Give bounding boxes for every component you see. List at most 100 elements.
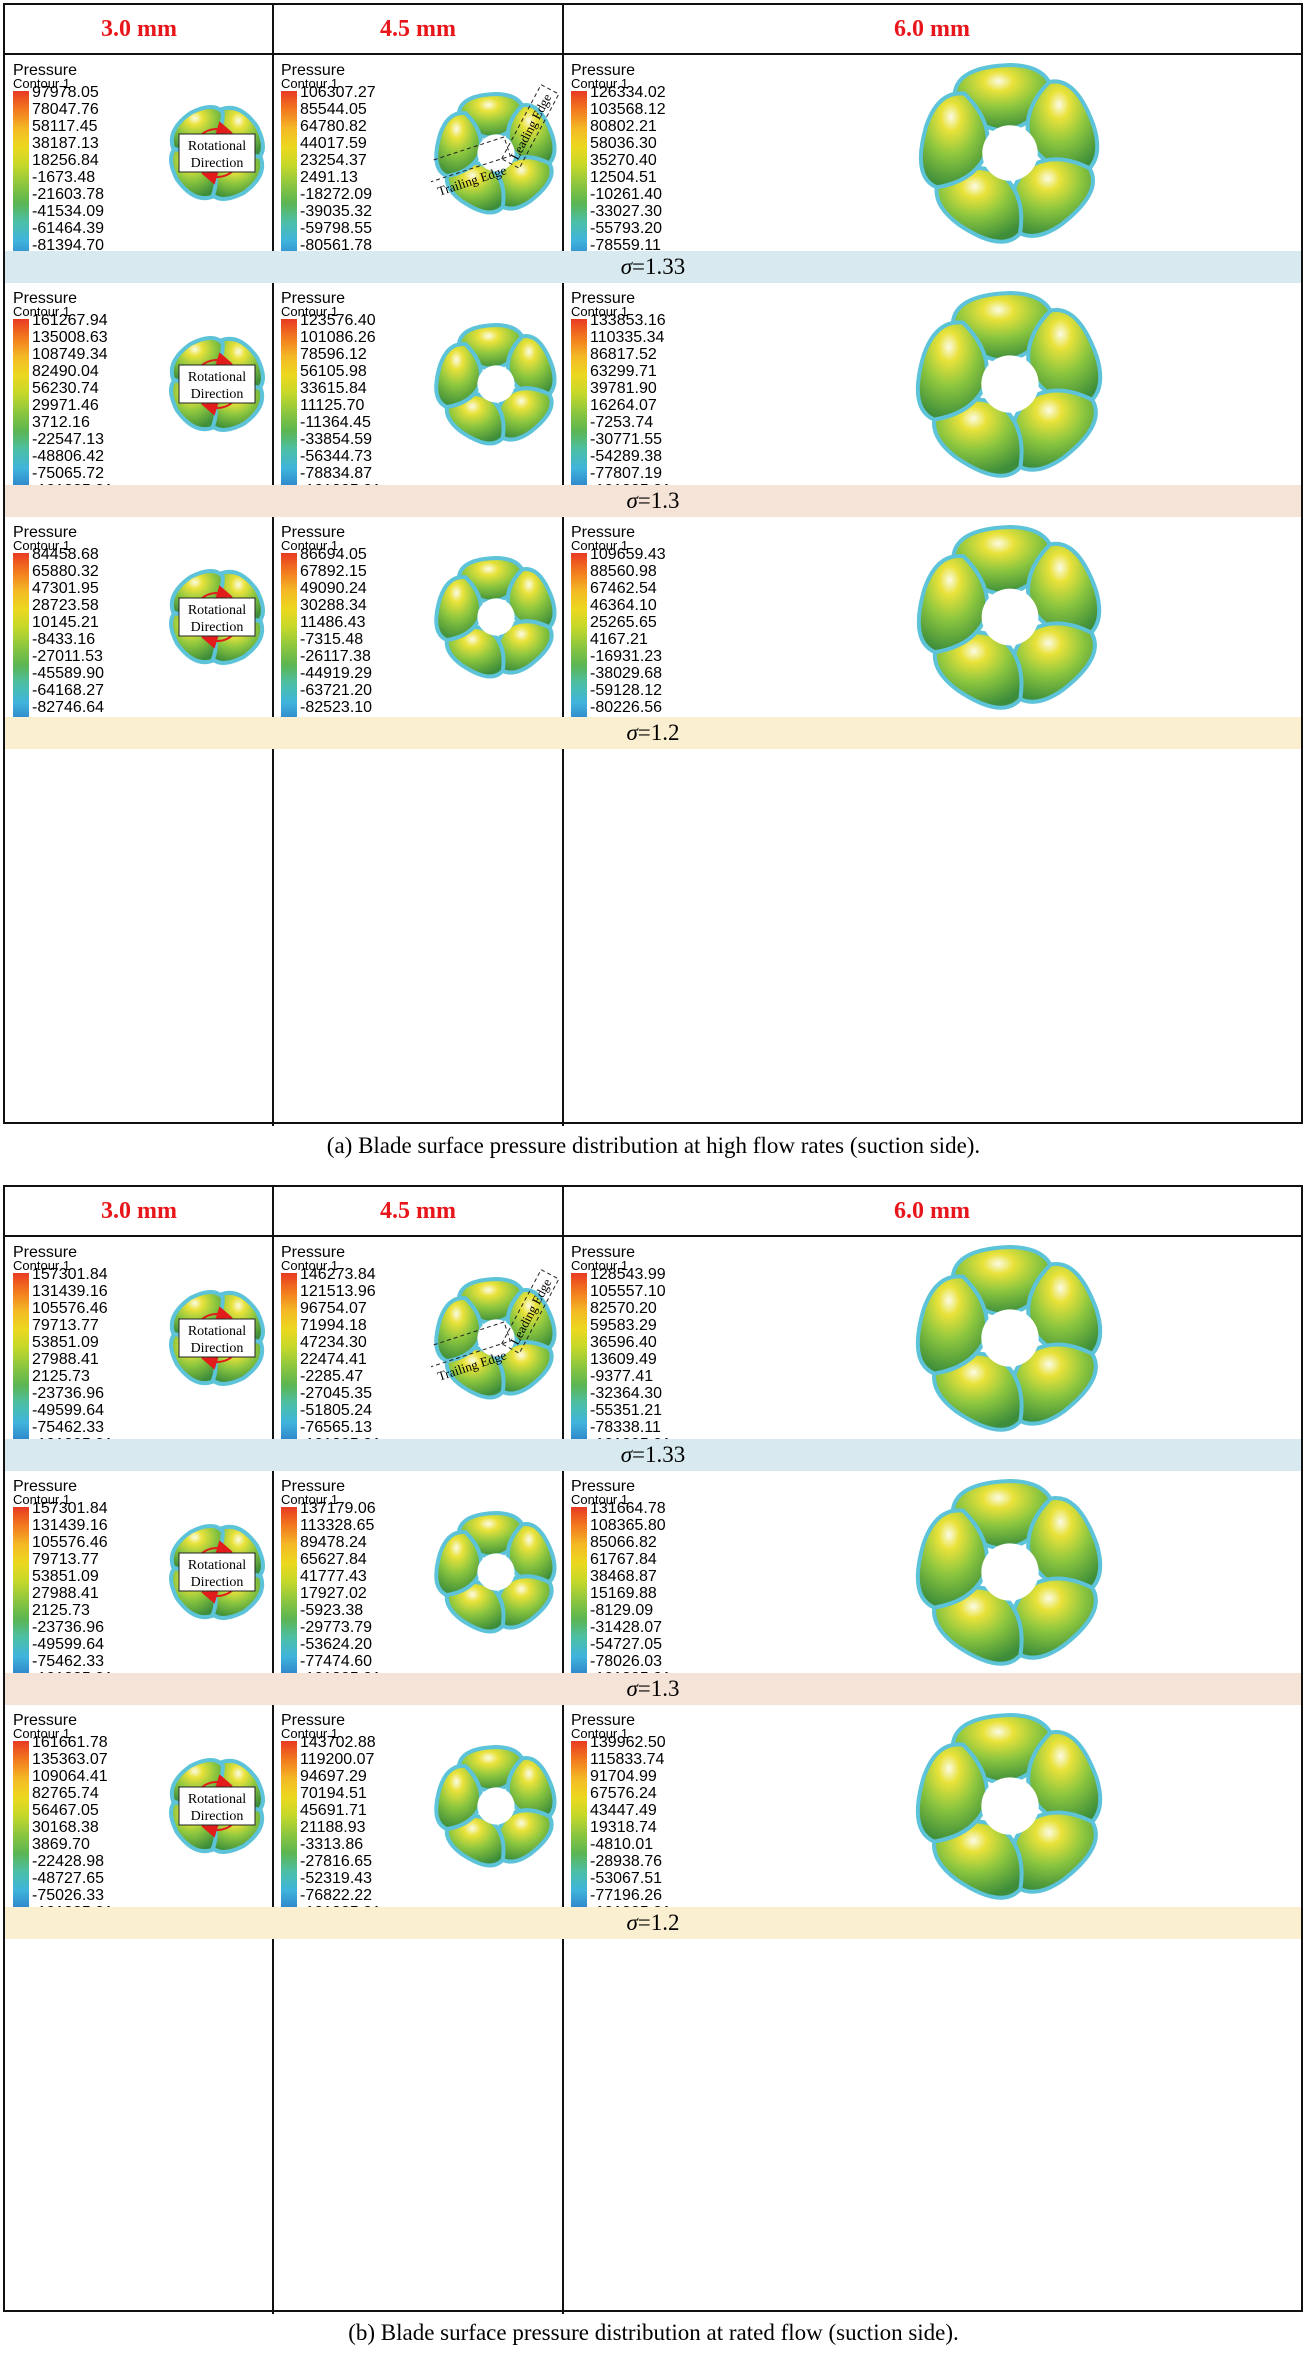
rotation-arrow [201,635,219,649]
propeller-contour [915,291,1103,478]
legend-subtitle: Contour 1 [281,76,339,91]
rotation-arrow [201,1590,219,1604]
legend-title: Pressure [281,1712,346,1729]
column-divider [562,1187,564,2314]
color-scale-bar [13,91,29,251]
legend-tick: 108749.34 [32,346,108,363]
legend-tick: 59583.29 [590,1317,657,1334]
hub [981,1309,1039,1367]
legend-tick: -101325.01 [300,1437,381,1440]
pressure-legend: Pressure Contour 1 161661.78 135363.07 10906… [13,1713,173,1907]
rotation-arrow [201,1824,219,1838]
legend-tick: 78596.12 [300,346,367,363]
legend-tick: -27816.65 [300,1853,373,1870]
sigma-band: σ =1.3 [5,1673,1301,1705]
color-scale-bar [571,319,587,485]
legend-tick: -61464.39 [32,220,105,237]
legend-tick: 157301.84 [32,1266,108,1283]
legend-tick: -7315.48 [300,631,364,648]
legend-tick: -54727.05 [590,1636,663,1653]
legend-tick: -77807.19 [590,465,663,482]
pressure-legend: Pressure Contour 1 128543.99 105557.10 82570… [571,1245,731,1439]
legend-tick: -78559.11 [590,237,661,252]
legend-tick: 137179.06 [300,1500,376,1517]
legend-tick: 33615.84 [300,380,367,397]
legend-title: Pressure [13,62,78,79]
legend-tick: -80561.78 [300,237,373,252]
pressure-legend: Pressure Contour 1 84458.68 65880.32 47301.9… [13,525,173,717]
legend-tick: 84458.68 [32,546,99,563]
propeller-contour: Rotational Direction [169,1524,265,1620]
legend-tick: 2491.13 [300,169,358,186]
sigma-value: =1.2 [637,1910,680,1935]
contour-panel: Pressure Contour 1 128543.99 105557.10 82570… [563,1237,1301,1439]
hub [477,1319,515,1357]
legend-subtitle: Contour 1 [571,304,629,319]
propeller-contour: Rotational Direction [169,1758,265,1854]
color-scale-bar [13,553,29,717]
color-scale-bar [13,1741,29,1907]
sigma-symbol: σ [620,254,633,279]
legend-tick: -41534.09 [32,203,105,220]
svg-text:Rotational: Rotational [188,603,246,618]
column-divider [272,1187,274,2314]
legend-title: Pressure [13,290,78,307]
legend-tick: 39781.90 [590,380,657,397]
legend-tick: 88560.98 [590,563,657,580]
propeller-contour [434,556,557,679]
legend-tick: 110335.34 [590,329,665,346]
legend-subtitle: Contour 1 [571,76,629,91]
legend-subtitle: Contour 1 [13,1726,71,1741]
legend-tick: 67462.54 [590,580,657,597]
legend-tick: 58117.45 [32,118,98,135]
hub [477,598,515,636]
legend-tick: -75462.33 [32,1653,105,1670]
hub [981,355,1039,413]
pressure-legend: Pressure Contour 1 161267.94 135008.63 10874… [13,290,173,485]
pressure-legend: Pressure Contour 1 146273.84 121513.96 96754… [281,1245,441,1439]
legend-tick: 35270.40 [590,152,657,169]
legend-tick: -64168.27 [32,682,105,699]
blade [915,320,989,422]
legend-tick: -78338.11 [590,1419,661,1436]
rotation-arrow [215,121,233,135]
legend-tick: 94697.29 [300,1768,367,1785]
legend-tick: -101325.01 [300,1671,381,1674]
legend-tick: -31428.07 [590,1619,663,1636]
pressure-legend: Pressure Contour 1 143702.88 119200.07 94697… [281,1712,441,1907]
legend-subtitle: Contour 1 [13,76,71,91]
svg-text:Rotational: Rotational [188,1324,246,1339]
legend-tick: 56105.98 [300,363,367,380]
blade [434,1530,484,1598]
legend-tick: 96754.07 [300,1300,367,1317]
svg-text:Direction: Direction [191,1575,244,1590]
svg-text:Direction: Direction [191,620,244,635]
legend-tick: -55793.20 [590,220,663,237]
contour-panel: Pressure Contour 1 109659.43 88560.98 67462.… [563,517,1301,717]
legend-tick: -54289.38 [590,448,663,465]
sigma-value: =1.3 [637,488,680,513]
legend-tick: -78834.87 [300,465,373,482]
legend-tick: 38468.87 [590,1568,657,1585]
legend-tick: 82490.04 [32,363,99,380]
contour-panel: Pressure Contour 1 143702.88 119200.07 94697… [273,1705,563,1907]
legend-tick: -52319.43 [300,1870,373,1887]
legend-tick: -44919.29 [300,665,373,682]
legend-tick: -4810.01 [590,1836,654,1853]
legend-tick: -48806.42 [32,448,105,465]
legend-tick: 61767.84 [590,1551,657,1568]
legend-tick: 30288.34 [300,597,367,614]
legend-tick: 86694.05 [300,546,367,563]
caption-a: (a) Blade surface pressure distribution … [326,1133,981,1158]
legend-tick: 29971.46 [32,397,99,414]
legend-tick: -75462.33 [32,1419,105,1436]
legend-tick: 115833.74 [590,1751,665,1768]
propeller-contour [916,525,1102,710]
legend-tick: 101086.26 [300,329,376,346]
legend-subtitle: Contour 1 [571,1492,629,1507]
legend-tick: 105557.10 [590,1283,666,1300]
pressure-legend: Pressure Contour 1 139962.50 115833.74 91704… [571,1713,731,1907]
legend-tick: -2285.47 [300,1368,364,1385]
legend-tick: -49599.64 [32,1636,105,1653]
legend-tick: -30771.55 [590,431,663,448]
